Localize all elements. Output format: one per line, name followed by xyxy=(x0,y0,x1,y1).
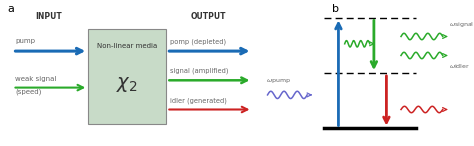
Text: OUTPUT: OUTPUT xyxy=(191,12,226,21)
Text: (speed): (speed) xyxy=(15,88,42,95)
FancyBboxPatch shape xyxy=(88,29,166,124)
Text: INPUT: INPUT xyxy=(36,12,63,21)
Text: $\omega$idler: $\omega$idler xyxy=(449,62,470,70)
Text: weak signal: weak signal xyxy=(15,76,56,82)
Text: signal (amplified): signal (amplified) xyxy=(170,68,229,74)
Text: idler (generated): idler (generated) xyxy=(170,97,227,104)
Text: b: b xyxy=(332,4,339,14)
Text: pump: pump xyxy=(15,38,35,44)
Text: $\omega$signal: $\omega$signal xyxy=(449,20,474,29)
Text: $\omega$pump: $\omega$pump xyxy=(266,77,292,85)
Text: Non-linear media: Non-linear media xyxy=(97,43,157,49)
Text: a: a xyxy=(8,4,14,14)
Text: pomp (depleted): pomp (depleted) xyxy=(170,39,227,45)
Text: $\chi_2$: $\chi_2$ xyxy=(117,75,138,94)
